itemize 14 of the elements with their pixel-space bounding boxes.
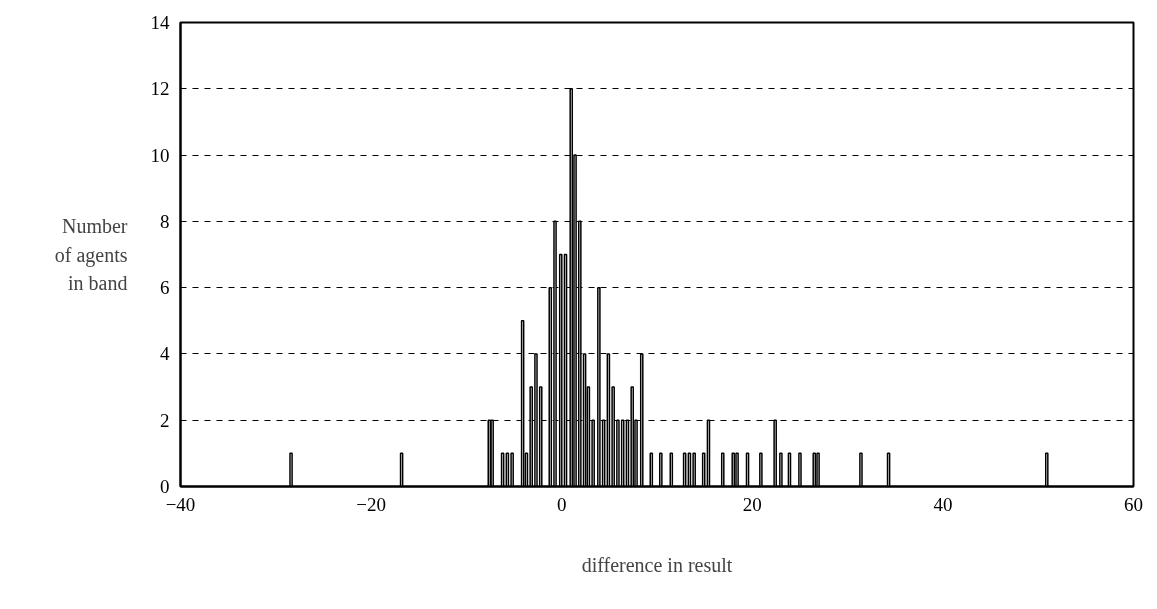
x-axis-title: difference in result bbox=[581, 553, 733, 576]
x-tick-label: 60 bbox=[1124, 493, 1143, 515]
x-tick-label: 20 bbox=[742, 493, 762, 515]
y-tick-label: 4 bbox=[160, 343, 170, 365]
y-tick-label: 8 bbox=[160, 210, 170, 232]
y-tick-label: 12 bbox=[150, 78, 170, 100]
y-tick-label: 10 bbox=[150, 144, 170, 166]
x-tick-label: 0 bbox=[556, 493, 567, 515]
y-tick-label: 14 bbox=[150, 12, 170, 33]
y-tick-label: 6 bbox=[160, 277, 170, 299]
y-tick-label: 2 bbox=[160, 409, 170, 431]
x-tick-label: −20 bbox=[356, 493, 386, 515]
y-axis-title: Number of agents in band bbox=[54, 214, 128, 295]
x-tick-label: 40 bbox=[933, 493, 953, 515]
